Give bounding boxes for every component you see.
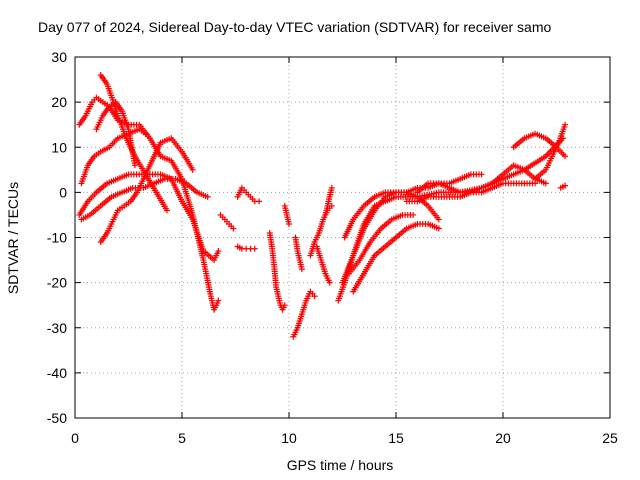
data-point [281, 302, 288, 309]
series-arc-27 [557, 182, 569, 191]
x-tick-label: 25 [602, 430, 618, 446]
x-tick-label: 10 [281, 430, 297, 446]
series-arc-19 [339, 189, 442, 286]
x-axis-ticks: 0 5 10 15 20 25 [71, 57, 618, 446]
series-arc-24 [414, 162, 549, 196]
data-point [164, 207, 171, 214]
series-arc-10 [234, 184, 263, 205]
series-arc-16 [313, 243, 333, 286]
data-point [131, 162, 138, 169]
data-point [286, 220, 292, 227]
series-arc-13 [290, 288, 318, 340]
y-tick-label: 0 [59, 184, 67, 200]
series-arc-26 [532, 121, 569, 182]
y-tick-label: -10 [47, 230, 67, 246]
series-arc-17 [322, 184, 335, 218]
series-arc-12 [281, 202, 292, 227]
y-tick-label: 30 [51, 49, 67, 65]
series-arc-22 [350, 220, 442, 295]
y-axis-ticks: -50 -40 -30 -20 -10 0 10 20 30 [47, 49, 610, 426]
data-point [562, 153, 569, 160]
data-point [189, 166, 196, 173]
x-tick-label: 15 [388, 430, 404, 446]
series-arc-11 [266, 229, 288, 313]
x-tick-label: 0 [71, 430, 79, 446]
data-point [328, 184, 335, 191]
chart-title: Day 077 of 2024, Sidereal Day-to-day VTE… [38, 19, 551, 35]
data-point [230, 225, 237, 232]
series-arc-7 [93, 99, 138, 169]
data-point [311, 293, 318, 300]
series-arc-15 [307, 202, 335, 259]
series-arc-21 [345, 211, 417, 277]
data-point [142, 130, 149, 137]
series-arc-2 [76, 171, 222, 264]
series-arc-25 [510, 130, 569, 160]
data-point [478, 171, 485, 178]
x-tick-label: 20 [495, 430, 511, 446]
data-point [298, 266, 305, 273]
data-point [204, 193, 211, 200]
x-tick-label: 5 [178, 430, 186, 446]
data-point [256, 198, 263, 205]
data-point [542, 180, 549, 187]
data-point [435, 216, 442, 223]
series-arc-9 [234, 243, 258, 252]
x-axis-label: GPS time / hours [287, 457, 394, 473]
y-tick-label: 20 [51, 94, 67, 110]
series-arc-6 [78, 126, 149, 187]
data-point [435, 225, 442, 232]
data-point [410, 211, 417, 218]
y-tick-label: 10 [51, 139, 67, 155]
data-point [562, 182, 569, 189]
series-arc-8 [217, 211, 237, 232]
y-tick-label: -40 [47, 365, 67, 381]
data-marks [76, 72, 569, 340]
y-tick-label: -20 [47, 275, 67, 291]
series-arc-3 [78, 175, 211, 223]
data-point [251, 245, 258, 252]
y-tick-label: -50 [47, 410, 67, 426]
series-arc-20 [341, 171, 485, 241]
y-tick-label: -30 [47, 320, 67, 336]
data-point [215, 297, 222, 304]
y-axis-label: SDTVAR / TECUs [5, 182, 21, 294]
series-arc-4 [97, 135, 196, 246]
data-point [562, 121, 569, 128]
data-point [215, 248, 222, 255]
series-arc-14 [292, 234, 305, 273]
data-point [326, 279, 333, 286]
